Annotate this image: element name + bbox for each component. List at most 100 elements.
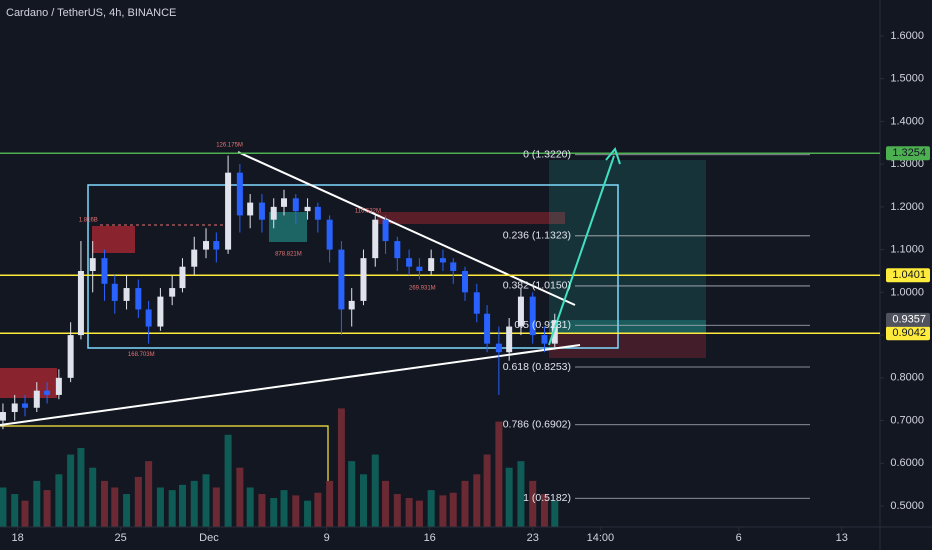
volume-bar bbox=[246, 487, 254, 527]
x-tick-label: 14:00 bbox=[587, 532, 615, 544]
volume-bar bbox=[405, 498, 413, 527]
volume-bar bbox=[517, 461, 525, 527]
candle-body bbox=[416, 266, 423, 271]
volume-bar bbox=[258, 494, 266, 527]
candle-body bbox=[517, 296, 524, 327]
fib-label: 1 (0.5182) bbox=[523, 492, 571, 504]
volume-bar bbox=[123, 494, 131, 527]
volume-bar bbox=[473, 474, 481, 527]
volume-bar bbox=[156, 487, 164, 527]
candle-body bbox=[258, 202, 265, 220]
volume-bar bbox=[495, 421, 503, 527]
fib-label: 0.618 (0.8253) bbox=[503, 361, 571, 373]
volume-bar bbox=[168, 490, 176, 527]
range-box bbox=[87, 184, 619, 349]
y-tick-label: 1.3000 bbox=[890, 158, 924, 170]
x-tick-label: Dec bbox=[199, 532, 219, 544]
price-label-bg bbox=[886, 268, 930, 283]
arrow-head bbox=[605, 146, 621, 165]
y-tick-label: 0.6000 bbox=[890, 457, 924, 469]
volume-bar bbox=[100, 480, 108, 527]
candle-body bbox=[439, 258, 446, 263]
volume-layer bbox=[0, 408, 559, 527]
volume-bar bbox=[529, 480, 537, 527]
chart-title: Cardano / TetherUS, 4h, BINANCE bbox=[6, 7, 176, 19]
last-price-bg bbox=[886, 312, 930, 327]
trend-line bbox=[0, 344, 581, 426]
volume-bar bbox=[11, 494, 19, 527]
annotation: 878.821M bbox=[275, 251, 302, 257]
volume-bar bbox=[202, 474, 210, 527]
entry-zone bbox=[549, 320, 706, 333]
fib-label: 0.236 (1.1323) bbox=[503, 230, 571, 242]
y-tick-label: 0.7000 bbox=[890, 414, 924, 426]
volume-bar bbox=[461, 480, 469, 527]
y-tick-label: 1.1000 bbox=[890, 244, 924, 256]
x-tick-label: 18 bbox=[12, 532, 24, 544]
candle-body bbox=[314, 206, 321, 220]
candle-body bbox=[123, 288, 130, 301]
volume-bar bbox=[326, 480, 334, 527]
y-tick-label: 1.2000 bbox=[890, 201, 924, 213]
arrow-line bbox=[548, 155, 615, 346]
candle-body bbox=[247, 202, 254, 216]
y-tick-label: 0.5000 bbox=[890, 500, 924, 512]
volume-bar bbox=[439, 495, 447, 527]
volume-bar bbox=[359, 474, 367, 527]
price-label: 1.0401 bbox=[892, 269, 926, 281]
volume-bar bbox=[89, 467, 97, 527]
volume-bar bbox=[540, 494, 548, 527]
candle-body bbox=[292, 198, 299, 212]
annotation: 269.931M bbox=[409, 286, 436, 292]
candle-body bbox=[270, 206, 277, 220]
candle-body bbox=[406, 258, 413, 267]
candle-body bbox=[450, 262, 457, 271]
volume-bar bbox=[190, 480, 198, 527]
volume-bar bbox=[382, 480, 390, 527]
candle-body bbox=[191, 249, 198, 267]
candle-body bbox=[495, 343, 502, 353]
text-layer: 0.50000.60000.70000.80000.90001.00001.10… bbox=[12, 30, 930, 544]
supply-zone bbox=[92, 226, 135, 253]
candle-body bbox=[360, 258, 367, 301]
volume-bar bbox=[449, 492, 457, 527]
volume-bar bbox=[415, 500, 423, 527]
volume-bar bbox=[483, 454, 491, 527]
candle-body bbox=[428, 258, 435, 271]
candle-body bbox=[225, 172, 232, 250]
volume-bar bbox=[55, 474, 63, 527]
candle-body bbox=[89, 258, 96, 271]
projection-arrow bbox=[548, 146, 621, 346]
volume-bar bbox=[236, 467, 244, 527]
candle-body bbox=[67, 335, 74, 378]
candle-body bbox=[551, 320, 558, 344]
annotation: 126.175M bbox=[216, 142, 243, 148]
candle-body bbox=[506, 326, 513, 353]
volume-bar bbox=[67, 454, 75, 527]
volume-bar bbox=[337, 408, 345, 527]
last-price-label: 0.9357 bbox=[892, 314, 926, 326]
volume-bar bbox=[33, 480, 41, 527]
trend-line bbox=[237, 151, 576, 306]
candle-body bbox=[157, 296, 164, 327]
y-tick-label: 1.6000 bbox=[890, 30, 924, 42]
volume-bar bbox=[134, 476, 142, 527]
volume-bar bbox=[178, 484, 186, 527]
candle-body bbox=[44, 390, 51, 395]
annotation: 116.532M bbox=[355, 209, 381, 215]
x-tick-label: 16 bbox=[424, 532, 436, 544]
candles-layer bbox=[0, 155, 558, 430]
price-label: 0.9042 bbox=[892, 327, 926, 339]
volume-bar bbox=[224, 434, 232, 527]
annotation: 1.816B bbox=[79, 217, 98, 223]
volume-bar bbox=[77, 447, 85, 527]
volume-bar bbox=[145, 461, 153, 527]
volume-bar bbox=[314, 492, 322, 527]
candle-body bbox=[473, 292, 480, 314]
volume-bar bbox=[292, 495, 300, 527]
volume-bar bbox=[0, 487, 7, 527]
candle-body bbox=[372, 219, 379, 259]
